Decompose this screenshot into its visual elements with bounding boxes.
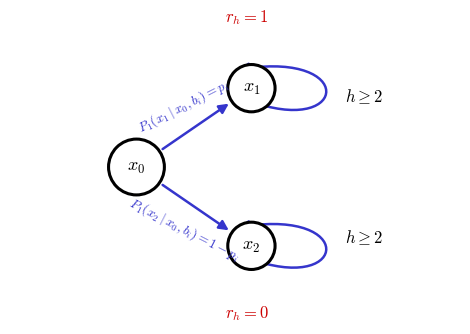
Circle shape xyxy=(228,64,275,112)
Text: $h \geq 2$: $h \geq 2$ xyxy=(345,228,383,247)
Text: $x_1$: $x_1$ xyxy=(243,79,260,97)
Text: $P_1(x_1 \mid x_0, b_i) = p_i$: $P_1(x_1 \mid x_0, b_i) = p_i$ xyxy=(135,75,233,137)
Circle shape xyxy=(109,139,164,195)
Text: $x_0$: $x_0$ xyxy=(127,158,146,176)
Text: $r_h = 1$: $r_h = 1$ xyxy=(225,8,268,27)
Text: $x_2$: $x_2$ xyxy=(243,237,260,255)
Text: $r_h = 0$: $r_h = 0$ xyxy=(225,304,268,323)
Text: $h \geq 2$: $h \geq 2$ xyxy=(345,87,383,106)
Text: $P_1(x_2 \mid x_0, b_i) = 1 - p_i$: $P_1(x_2 \mid x_0, b_i) = 1 - p_i$ xyxy=(126,194,243,265)
Circle shape xyxy=(228,222,275,270)
